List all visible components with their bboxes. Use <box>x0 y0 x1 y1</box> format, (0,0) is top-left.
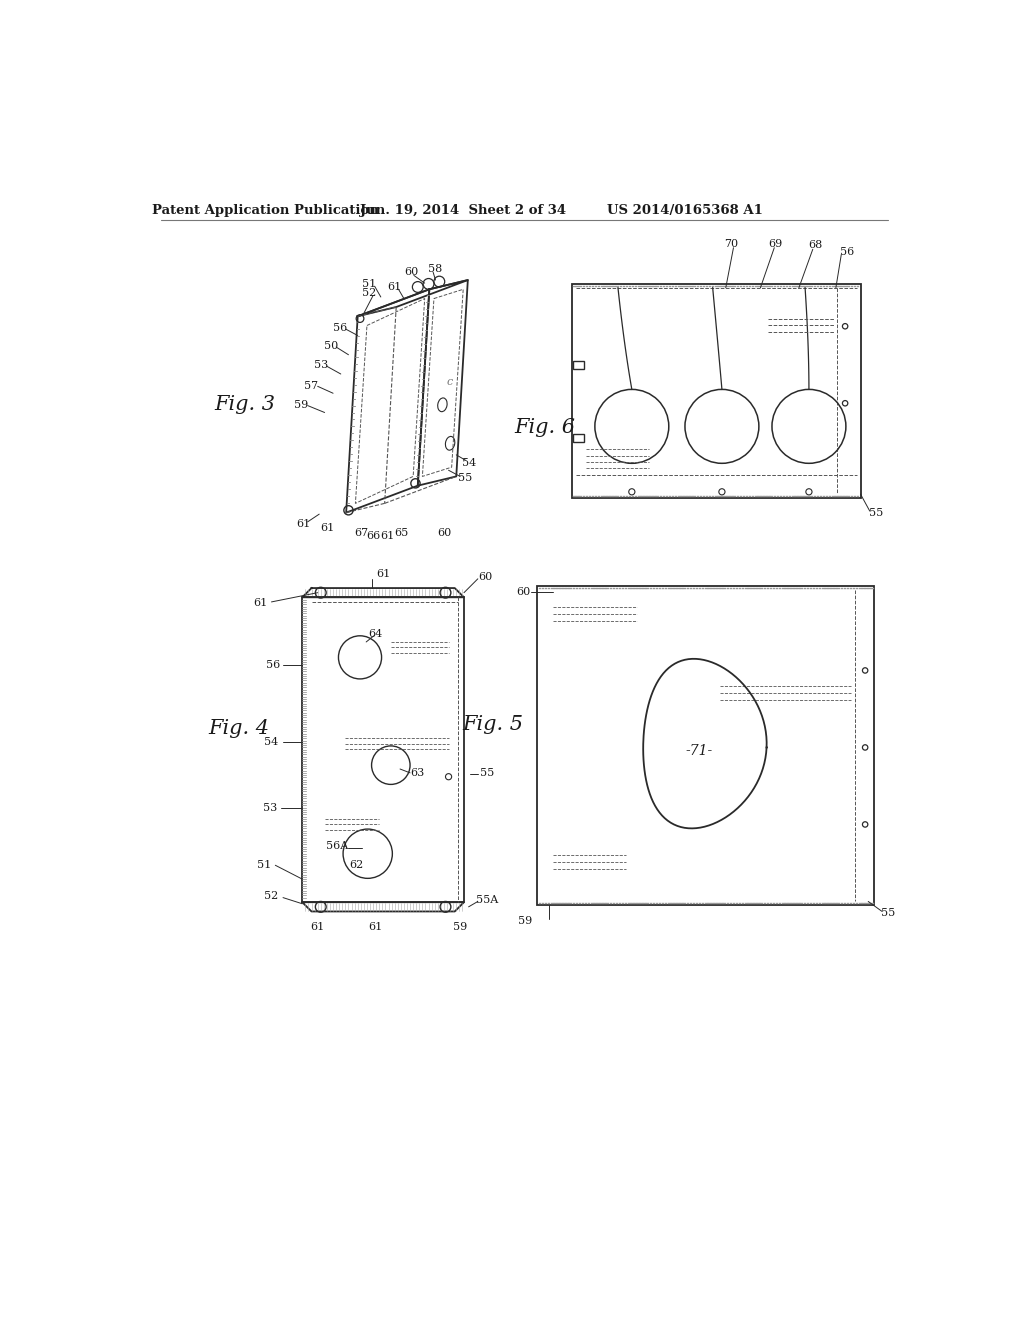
Text: Jun. 19, 2014  Sheet 2 of 34: Jun. 19, 2014 Sheet 2 of 34 <box>360 205 566 218</box>
Text: 56A: 56A <box>326 841 348 851</box>
Text: 55: 55 <box>881 908 895 917</box>
Text: 65: 65 <box>394 528 409 539</box>
Text: 53: 53 <box>263 803 278 813</box>
Bar <box>573 434 584 442</box>
Text: 58: 58 <box>428 264 441 273</box>
Text: 51: 51 <box>362 279 377 289</box>
Text: 54: 54 <box>264 737 279 747</box>
Text: 62: 62 <box>349 861 364 870</box>
Bar <box>573 360 584 368</box>
Text: 53: 53 <box>313 360 328 370</box>
Text: 52: 52 <box>362 288 377 298</box>
Text: 55: 55 <box>459 473 473 483</box>
Text: 54: 54 <box>462 458 476 467</box>
Text: Fig. 6: Fig. 6 <box>514 418 575 437</box>
Text: 51: 51 <box>257 861 271 870</box>
Text: 52: 52 <box>264 891 279 902</box>
Text: Fig. 4: Fig. 4 <box>208 718 269 738</box>
Text: 61: 61 <box>253 598 267 609</box>
Bar <box>538 586 874 906</box>
Text: 56: 56 <box>333 323 347 333</box>
Text: 55: 55 <box>868 508 883 519</box>
Text: -71-: -71- <box>685 744 713 758</box>
Bar <box>571 284 860 498</box>
Text: 61: 61 <box>321 523 335 533</box>
Text: 55A: 55A <box>476 895 499 906</box>
Text: 61: 61 <box>310 921 325 932</box>
Text: 57: 57 <box>304 380 318 391</box>
Text: 61: 61 <box>376 569 390 579</box>
Text: 70: 70 <box>724 239 738 249</box>
Text: 61: 61 <box>297 519 311 529</box>
Bar <box>302 597 464 903</box>
Text: 59: 59 <box>453 921 467 932</box>
Text: 68: 68 <box>809 240 823 251</box>
Text: 61: 61 <box>387 282 401 292</box>
Text: 64: 64 <box>369 630 383 639</box>
Text: Fig. 3: Fig. 3 <box>214 395 275 414</box>
Text: Patent Application Publication: Patent Application Publication <box>152 205 379 218</box>
Text: 60: 60 <box>516 587 530 597</box>
Text: 59: 59 <box>518 916 532 925</box>
Text: 56: 56 <box>266 660 281 671</box>
Text: US 2014/0165368 A1: US 2014/0165368 A1 <box>607 205 763 218</box>
Text: 61: 61 <box>380 531 394 541</box>
Text: 67: 67 <box>354 528 369 539</box>
Text: c: c <box>447 376 454 387</box>
Text: 59: 59 <box>294 400 308 409</box>
Text: 69: 69 <box>769 239 783 249</box>
Text: 50: 50 <box>324 341 338 351</box>
Text: 56: 56 <box>840 247 854 256</box>
Text: 60: 60 <box>404 268 419 277</box>
Text: 55: 55 <box>480 768 495 777</box>
Text: 66: 66 <box>366 531 380 541</box>
Text: 60: 60 <box>437 528 452 539</box>
Text: 61: 61 <box>369 921 383 932</box>
Text: 60: 60 <box>478 572 493 582</box>
Text: 63: 63 <box>411 768 425 777</box>
Text: Fig. 5: Fig. 5 <box>462 715 523 734</box>
